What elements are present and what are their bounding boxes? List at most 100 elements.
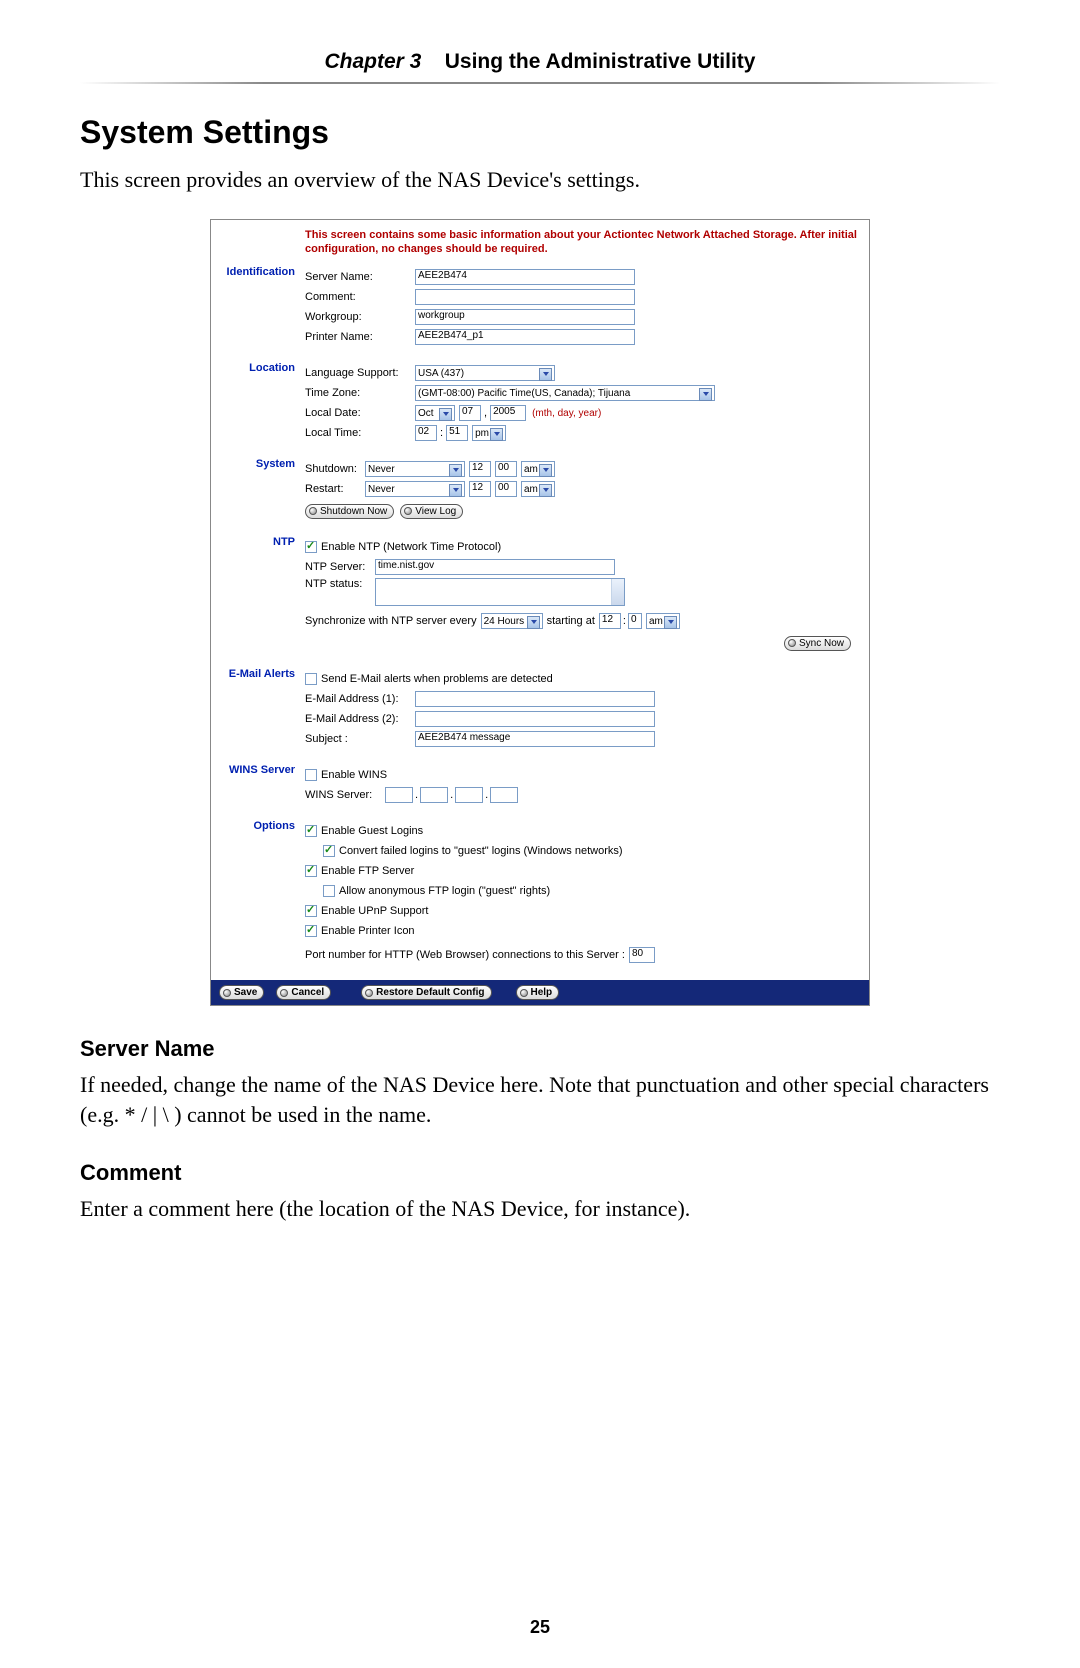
label-wins-server: WINS Server: — [305, 789, 385, 801]
sync-min[interactable]: 0 — [628, 613, 642, 629]
section-label-wins: WINS Server — [219, 764, 305, 806]
restart-min[interactable]: 00 — [495, 481, 517, 497]
section-label-identification: Identification — [219, 266, 305, 348]
guest-login-checkbox[interactable] — [305, 825, 317, 837]
subject-input[interactable]: AEE2B474 message — [415, 731, 655, 747]
upnp-label: Enable UPnP Support — [321, 905, 428, 917]
restart-ampm[interactable]: am — [521, 481, 555, 497]
save-button[interactable]: Save — [219, 985, 264, 1000]
email-2-input[interactable] — [415, 711, 655, 727]
dot-icon — [520, 989, 528, 997]
sync-text-b: starting at — [547, 615, 595, 627]
printer-name-input[interactable]: AEE2B474_p1 — [415, 329, 635, 345]
sync-ampm[interactable]: am — [646, 613, 680, 629]
restart-when-select[interactable]: Never — [365, 481, 465, 497]
settings-screenshot: This screen contains some basic informat… — [210, 219, 870, 1007]
label-email-2: E-Mail Address (2): — [305, 713, 415, 725]
http-port-input[interactable]: 80 — [629, 947, 655, 963]
label-subject: Subject : — [305, 733, 415, 745]
help-button[interactable]: Help — [516, 985, 560, 1000]
section-label-location: Location — [219, 362, 305, 444]
chapter-title: Using the Administrative Utility — [445, 50, 756, 73]
email-1-input[interactable] — [415, 691, 655, 707]
ftp-checkbox[interactable] — [305, 865, 317, 877]
label-server-name: Server Name: — [305, 271, 415, 283]
time-hour-input[interactable]: 02 — [415, 425, 437, 441]
label-restart: Restart: — [305, 483, 365, 495]
shutdown-ampm[interactable]: am — [521, 461, 555, 477]
date-hint: (mth, day, year) — [532, 408, 601, 419]
sync-interval-select[interactable]: 24 Hours — [481, 613, 543, 629]
printer-icon-checkbox[interactable] — [305, 925, 317, 937]
shutdown-hour[interactable]: 12 — [469, 461, 491, 477]
section-label-email: E-Mail Alerts — [219, 668, 305, 750]
http-port-label: Port number for HTTP (Web Browser) conne… — [305, 949, 625, 961]
label-ntp-server: NTP Server: — [305, 561, 375, 573]
wins-octet-4[interactable] — [490, 787, 518, 803]
date-year-input[interactable]: 2005 — [490, 405, 526, 421]
workgroup-input[interactable]: workgroup — [415, 309, 635, 325]
intro-paragraph: This screen provides an overview of the … — [80, 165, 1000, 195]
ntp-server-input[interactable]: time.nist.gov — [375, 559, 615, 575]
convert-failed-label: Convert failed logins to "guest" logins … — [339, 845, 623, 857]
ftp-label: Enable FTP Server — [321, 865, 414, 877]
enable-ntp-label: Enable NTP (Network Time Protocol) — [321, 541, 501, 553]
sync-hour[interactable]: 12 — [599, 613, 621, 629]
header-rule — [80, 82, 1000, 84]
server-name-input[interactable]: AEE2B474 — [415, 269, 635, 285]
send-email-checkbox[interactable] — [305, 673, 317, 685]
wins-octet-2[interactable] — [420, 787, 448, 803]
label-local-date: Local Date: — [305, 407, 415, 419]
shutdown-now-button[interactable]: Shutdown Now — [305, 504, 394, 519]
sync-text-a: Synchronize with NTP server every — [305, 615, 477, 627]
page-title: System Settings — [80, 114, 1000, 151]
wins-octet-3[interactable] — [455, 787, 483, 803]
sync-now-button[interactable]: Sync Now — [784, 636, 851, 651]
label-workgroup: Workgroup: — [305, 311, 415, 323]
convert-failed-checkbox[interactable] — [323, 845, 335, 857]
chapter-number: Chapter 3 — [325, 50, 422, 73]
label-language: Language Support: — [305, 367, 415, 379]
section-label-options: Options — [219, 820, 305, 966]
chapter-header: Chapter 3 Using the Administrative Utili… — [80, 50, 1000, 74]
date-day-input[interactable]: 07 — [459, 405, 481, 421]
cancel-button[interactable]: Cancel — [276, 985, 331, 1000]
language-select[interactable]: USA (437) — [415, 365, 555, 381]
ntp-status-box — [375, 578, 625, 606]
shutdown-when-select[interactable]: Never — [365, 461, 465, 477]
guest-login-label: Enable Guest Logins — [321, 825, 423, 837]
anon-ftp-checkbox[interactable] — [323, 885, 335, 897]
dot-icon — [365, 989, 373, 997]
label-timezone: Time Zone: — [305, 387, 415, 399]
view-log-button[interactable]: View Log — [400, 504, 463, 519]
dot-icon — [223, 989, 231, 997]
label-printer: Printer Name: — [305, 331, 415, 343]
time-ampm-select[interactable]: pm — [472, 425, 506, 441]
wins-octet-1[interactable] — [385, 787, 413, 803]
comment-heading: Comment — [80, 1160, 1000, 1186]
upnp-checkbox[interactable] — [305, 905, 317, 917]
server-name-heading: Server Name — [80, 1036, 1000, 1062]
enable-wins-label: Enable WINS — [321, 769, 387, 781]
restore-default-button[interactable]: Restore Default Config — [361, 985, 491, 1000]
enable-wins-checkbox[interactable] — [305, 769, 317, 781]
section-label-ntp: NTP — [219, 536, 305, 654]
enable-ntp-checkbox[interactable] — [305, 541, 317, 553]
date-month-select[interactable]: Oct — [415, 405, 455, 421]
shutdown-min[interactable]: 00 — [495, 461, 517, 477]
label-ntp-status: NTP status: — [305, 578, 375, 590]
screen-description: This screen contains some basic informat… — [305, 228, 857, 257]
server-name-paragraph: If needed, change the name of the NAS De… — [80, 1070, 1000, 1129]
label-shutdown: Shutdown: — [305, 463, 365, 475]
send-email-label: Send E-Mail alerts when problems are det… — [321, 673, 553, 685]
dot-icon — [309, 507, 317, 515]
comment-paragraph: Enter a comment here (the location of th… — [80, 1194, 1000, 1224]
dot-icon — [404, 507, 412, 515]
dot-icon — [788, 639, 796, 647]
time-min-input[interactable]: 51 — [446, 425, 468, 441]
anon-ftp-label: Allow anonymous FTP login ("guest" right… — [339, 885, 550, 897]
section-label-system: System — [219, 458, 305, 522]
comment-input[interactable] — [415, 289, 635, 305]
timezone-select[interactable]: (GMT-08:00) Pacific Time(US, Canada); Ti… — [415, 385, 715, 401]
restart-hour[interactable]: 12 — [469, 481, 491, 497]
